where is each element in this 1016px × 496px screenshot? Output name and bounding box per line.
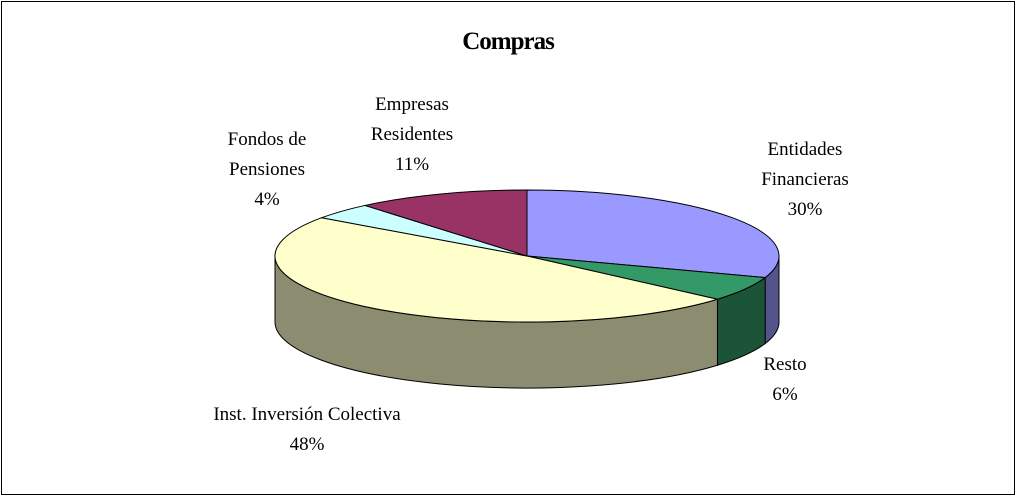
chart-title: Compras [462, 28, 555, 55]
value-label: 6% [772, 384, 798, 405]
category-label: Empresas Residentes [370, 94, 454, 145]
data-label: Entidades Financieras 30% [740, 135, 870, 225]
slice [363, 189, 528, 257]
category-label: Inst. Inversión Colectiva [213, 404, 401, 425]
value-label: 48% [289, 434, 325, 455]
value-label: 4% [254, 189, 280, 210]
value-label: 11% [394, 154, 430, 175]
data-label: Empresas Residentes 11% [357, 90, 467, 180]
slice [274, 217, 720, 323]
pie [274, 189, 780, 389]
slice [526, 189, 780, 279]
data-label: Inst. Inversión Colectiva 48% [207, 400, 407, 460]
value-label: 30% [787, 199, 823, 220]
data-label: Resto 6% [745, 350, 825, 410]
data-label: Fondos de Pensiones 4% [207, 125, 327, 215]
category-label: Fondos de Pensiones [227, 129, 307, 180]
category-label: Resto [763, 354, 807, 375]
category-label: Entidades Financieras [761, 139, 849, 190]
